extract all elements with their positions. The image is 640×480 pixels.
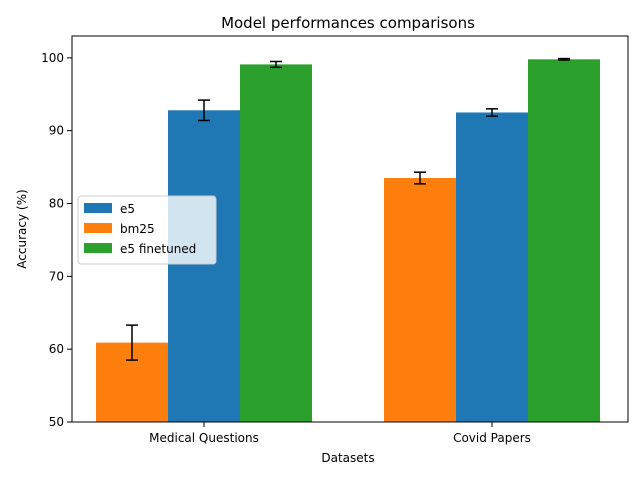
bar-e5-finetuned-0 <box>240 64 312 422</box>
x-tick-label: Covid Papers <box>453 431 531 445</box>
errorbar-e5-0 <box>198 99 210 122</box>
y-tick-label: 90 <box>49 124 64 138</box>
legend-box <box>77 195 217 265</box>
bar-e5-1 <box>456 112 528 423</box>
bar-e5-0 <box>168 110 240 422</box>
errorbar-bm25-0 <box>126 324 138 361</box>
legend-label: e5 <box>120 202 135 216</box>
legend-swatch <box>84 203 112 213</box>
y-tick-label: 60 <box>49 342 64 356</box>
errorbar-e5-finetuned-0 <box>270 60 282 69</box>
x-axis-ticks: Medical Questions Covid Papers <box>149 422 531 445</box>
y-axis-ticks: 50 60 70 80 90 100 <box>41 51 72 429</box>
y-tick-label: 50 <box>49 415 64 429</box>
y-axis-title: Accuracy (%) <box>15 189 29 268</box>
legend-swatch <box>84 223 112 233</box>
axes-frame <box>71 35 629 423</box>
x-axis-title: Datasets <box>321 451 374 465</box>
legend: e5 bm25 e5 finetuned <box>77 195 217 265</box>
x-tick-label: Medical Questions <box>149 431 259 445</box>
legend-label: bm25 <box>120 222 155 236</box>
y-tick-label: 70 <box>49 269 64 283</box>
chart-title: Model performances comparisons <box>221 14 475 32</box>
bar-e5-finetuned-1 <box>528 59 600 422</box>
bars-group <box>96 59 600 423</box>
errorbar-bm25-1 <box>414 171 426 185</box>
legend-item-bm25: bm25 <box>84 222 155 236</box>
errorbar-e5-1 <box>486 108 498 117</box>
legend-item-e5-finetuned: e5 finetuned <box>84 242 196 256</box>
errorbars-group <box>126 57 570 361</box>
y-tick-label: 100 <box>41 51 64 65</box>
legend-swatch <box>84 243 112 253</box>
errorbar-e5-finetuned-1 <box>558 57 570 61</box>
legend-item-e5: e5 <box>84 202 135 216</box>
bar-bm25-1 <box>384 178 456 422</box>
y-tick-label: 80 <box>49 197 64 211</box>
legend-label: e5 finetuned <box>120 242 196 256</box>
